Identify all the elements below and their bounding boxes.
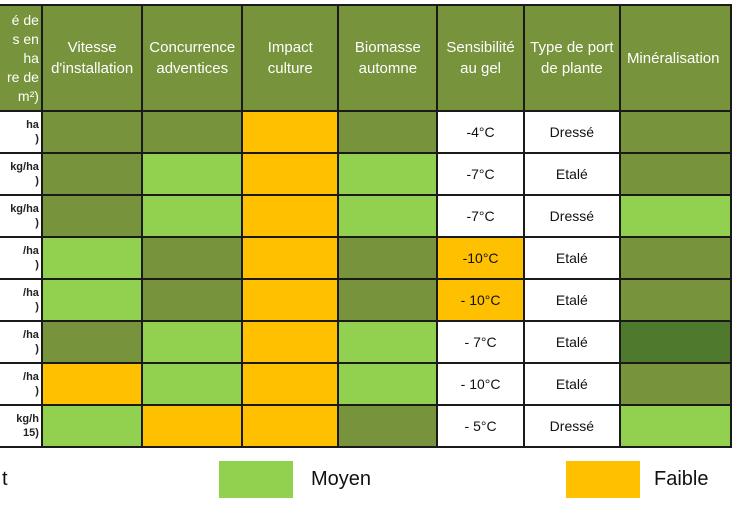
header-cell-impact-culture: Impact culture: [241, 4, 340, 112]
cell-vitesse-installation: [40, 278, 144, 322]
cell-vitesse-installation: [40, 194, 144, 238]
cell-vitesse-installation: [40, 236, 144, 280]
cell-impact-culture: [241, 320, 340, 364]
cell-concurrence-adventices: [141, 110, 244, 154]
header-cell-vitesse-installation: Vitesse d'installation: [40, 4, 144, 112]
cell-impact-culture: [241, 404, 340, 448]
cover-crop-comparison-table: é de s en ha re de m²) Vitesse d'install…: [0, 4, 733, 448]
cell-concurrence-adventices: [141, 278, 244, 322]
cell-type-port: Dressé: [522, 110, 621, 154]
header-cell-biomasse-automne: Biomasse automne: [337, 4, 439, 112]
legend-label-moyen: Moyen: [311, 468, 372, 490]
cell-vitesse-installation: [40, 404, 144, 448]
legend-swatch-moyen: [219, 461, 293, 498]
cell-impact-culture: [241, 278, 340, 322]
cell-type-port: Etalé: [522, 278, 621, 322]
legend: t Moyen Faible: [0, 456, 738, 507]
cell-vitesse-installation: [40, 152, 144, 196]
cell-biomasse-automne: [337, 194, 439, 238]
legend-label-faible: Faible: [654, 468, 709, 490]
row-label-cell: kg/h 15): [0, 404, 43, 448]
cell-mineralisation: [618, 320, 733, 364]
header-cell-sensibilite-gel: Sensibilité au gel: [436, 4, 525, 112]
cell-biomasse-automne: [337, 320, 439, 364]
cell-mineralisation: [618, 278, 733, 322]
table-row: /ha ) -10°C Etalé: [0, 236, 733, 280]
row-label-cell: /ha ): [0, 236, 43, 280]
cell-biomasse-automne: [337, 236, 439, 280]
legend-swatch-faible: [566, 461, 640, 498]
cell-impact-culture: [241, 362, 340, 406]
cell-impact-culture: [241, 152, 340, 196]
table-row: kg/h 15) - 5°C Dressé: [0, 404, 733, 448]
row-label-cell: /ha ): [0, 362, 43, 406]
cell-sensibilite-gel: - 10°C: [436, 278, 525, 322]
cell-mineralisation: [618, 404, 733, 448]
cell-type-port: Etalé: [522, 362, 621, 406]
cell-sensibilite-gel: -7°C: [436, 152, 525, 196]
cell-mineralisation: [618, 110, 733, 154]
cell-type-port: Etalé: [522, 320, 621, 364]
cell-sensibilite-gel: -10°C: [436, 236, 525, 280]
cell-type-port: Etalé: [522, 236, 621, 280]
cell-biomasse-automne: [337, 362, 439, 406]
cell-impact-culture: [241, 194, 340, 238]
header-cell-densite: é de s en ha re de m²): [0, 4, 43, 112]
row-label-cell: kg/ha ): [0, 152, 43, 196]
cell-biomasse-automne: [337, 110, 439, 154]
cell-concurrence-adventices: [141, 362, 244, 406]
cell-impact-culture: [241, 110, 340, 154]
header-cell-mineralisation: Minéralisation: [618, 4, 733, 112]
table-row: kg/ha ) -7°C Dressé: [0, 194, 733, 238]
cell-vitesse-installation: [40, 362, 144, 406]
cell-vitesse-installation: [40, 320, 144, 364]
header-cell-concurrence-adventices: Concurrence adventices: [141, 4, 244, 112]
cell-concurrence-adventices: [141, 404, 244, 448]
cell-biomasse-automne: [337, 404, 439, 448]
cell-mineralisation: [618, 362, 733, 406]
legend-label-fort: t: [2, 468, 8, 490]
cell-concurrence-adventices: [141, 194, 244, 238]
cell-type-port: Etalé: [522, 152, 621, 196]
cell-mineralisation: [618, 236, 733, 280]
cell-vitesse-installation: [40, 110, 144, 154]
table-row: /ha ) - 10°C Etalé: [0, 362, 733, 406]
cell-sensibilite-gel: - 7°C: [436, 320, 525, 364]
row-label-cell: /ha ): [0, 278, 43, 322]
cell-sensibilite-gel: - 10°C: [436, 362, 525, 406]
table-row: /ha ) - 7°C Etalé: [0, 320, 733, 364]
row-label-cell: ha ): [0, 110, 43, 154]
table-row: ha ) -4°C Dressé: [0, 110, 733, 154]
table-row: /ha ) - 10°C Etalé: [0, 278, 733, 322]
cell-concurrence-adventices: [141, 320, 244, 364]
cell-biomasse-automne: [337, 278, 439, 322]
cell-type-port: Dressé: [522, 404, 621, 448]
cell-impact-culture: [241, 236, 340, 280]
header-row: é de s en ha re de m²) Vitesse d'install…: [0, 4, 733, 112]
header-cell-type-port: Type de port de plante: [522, 4, 621, 112]
cell-biomasse-automne: [337, 152, 439, 196]
cell-mineralisation: [618, 152, 733, 196]
cell-mineralisation: [618, 194, 733, 238]
cell-concurrence-adventices: [141, 152, 244, 196]
cell-sensibilite-gel: - 5°C: [436, 404, 525, 448]
cell-concurrence-adventices: [141, 236, 244, 280]
row-label-cell: /ha ): [0, 320, 43, 364]
cell-sensibilite-gel: -4°C: [436, 110, 525, 154]
cell-type-port: Dressé: [522, 194, 621, 238]
cell-sensibilite-gel: -7°C: [436, 194, 525, 238]
row-label-cell: kg/ha ): [0, 194, 43, 238]
table-row: kg/ha ) -7°C Etalé: [0, 152, 733, 196]
